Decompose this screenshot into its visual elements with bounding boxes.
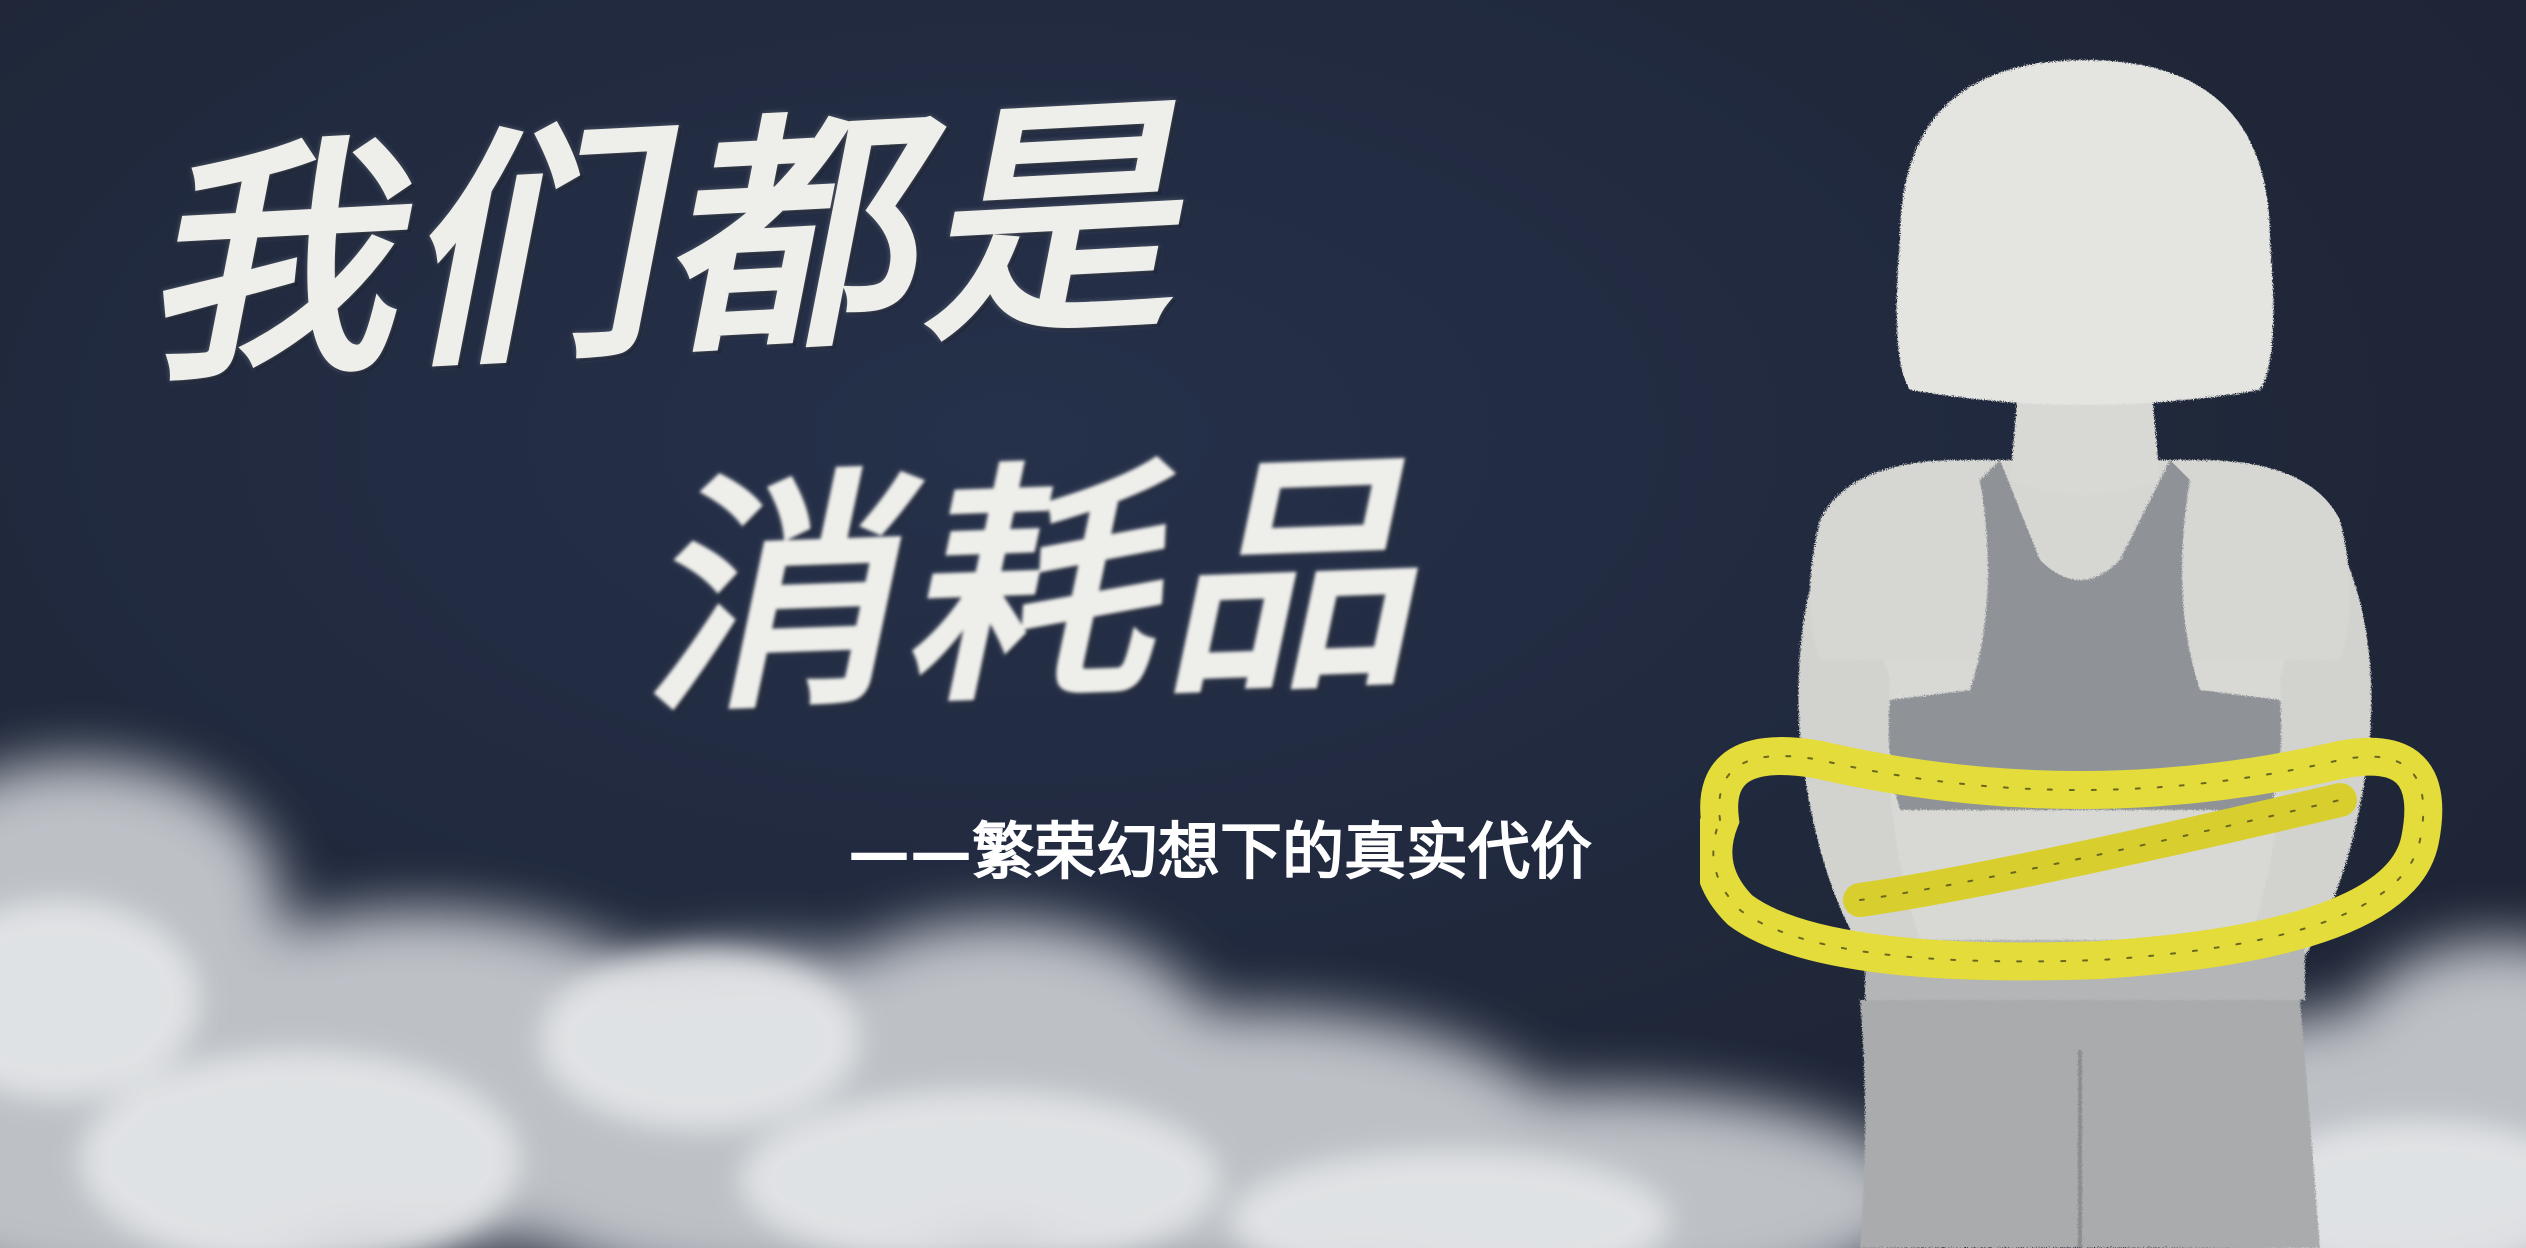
subtitle: ——繁荣幻想下的真实代价 [848,815,1593,888]
title-line-1: 我们都是 [132,68,1187,417]
title-line-2: 消耗品 [634,425,1425,747]
woman-with-measuring-tape-illustration [1700,60,2443,1248]
